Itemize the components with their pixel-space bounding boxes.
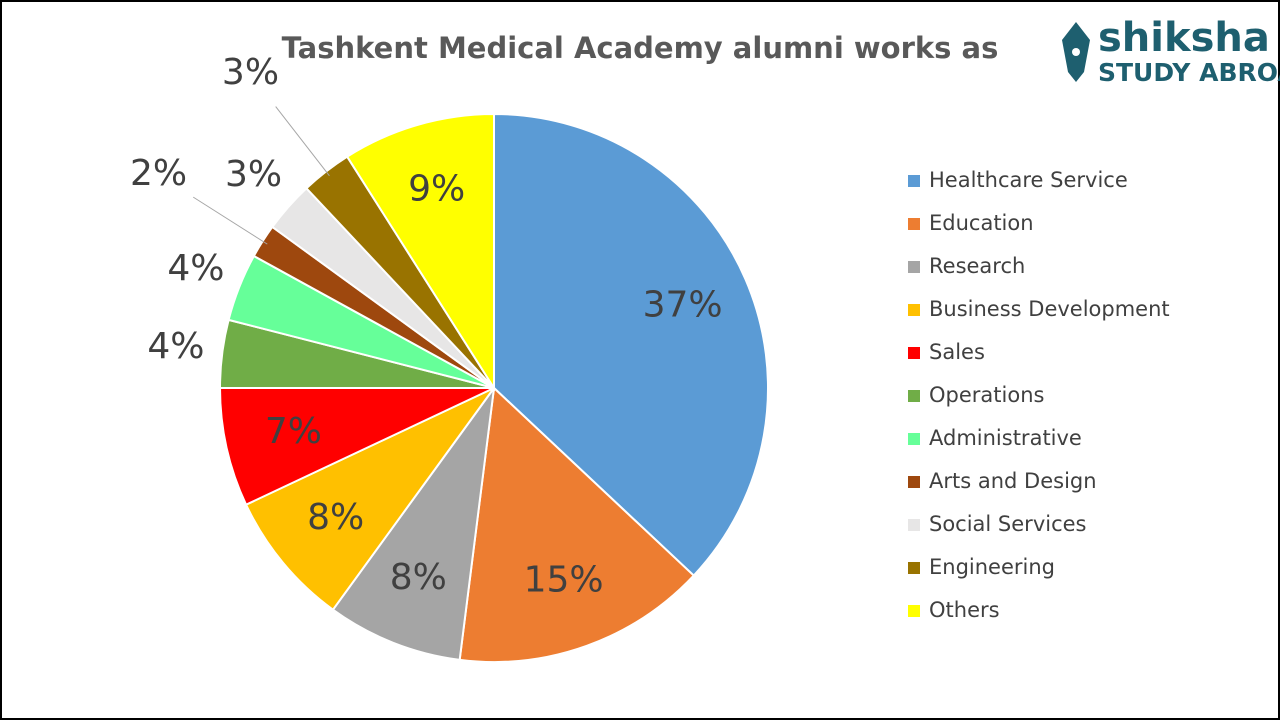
- data-label: 3%: [225, 154, 282, 195]
- legend-swatch: [908, 605, 920, 617]
- pie-slice: [493, 112, 769, 577]
- legend-swatch: [908, 433, 920, 445]
- legend-swatch: [908, 175, 920, 187]
- data-label: 7%: [265, 411, 322, 452]
- data-label: 8%: [307, 497, 364, 538]
- legend-label: Business Development: [929, 297, 1170, 321]
- chart-title: Tashkent Medical Academy alumni works as: [282, 31, 999, 65]
- leader-line: [192, 196, 268, 245]
- data-label: 37%: [643, 284, 723, 325]
- legend-swatch: [908, 347, 920, 359]
- legend-label: Others: [929, 598, 1000, 622]
- legend-swatch: [908, 304, 920, 316]
- legend-label: Education: [929, 211, 1034, 235]
- data-label: 8%: [390, 557, 447, 598]
- legend-swatch: [908, 261, 920, 273]
- legend-swatch: [908, 476, 920, 488]
- pie-slice: [458, 385, 696, 663]
- pie-slice: [218, 387, 495, 506]
- data-label: 3%: [222, 52, 279, 93]
- legend-label: Arts and Design: [929, 469, 1097, 493]
- pie-slice: [244, 387, 495, 612]
- pie-slice: [331, 387, 495, 661]
- logo: shiksha STUDY ABROAD: [1062, 15, 1280, 87]
- legend-label: Research: [929, 254, 1025, 278]
- legend-label: Sales: [929, 340, 985, 364]
- legend-label: Administrative: [929, 426, 1082, 450]
- legend-label: Social Services: [929, 512, 1087, 536]
- legend-swatch: [908, 562, 920, 574]
- logo-tagline: STUDY ABROAD: [1098, 58, 1280, 87]
- pie-slice: [345, 112, 495, 392]
- legend-swatch: [908, 519, 920, 531]
- logo-icon-hole: [1072, 48, 1080, 56]
- logo-name: shiksha: [1098, 15, 1270, 61]
- legend-label: Healthcare Service: [929, 168, 1128, 192]
- data-label: 4%: [167, 248, 224, 289]
- legend-label: Engineering: [929, 555, 1055, 579]
- data-label: 15%: [524, 559, 604, 600]
- leader-line: [275, 106, 330, 177]
- legend-swatch: [908, 390, 920, 402]
- legend-swatch: [908, 218, 920, 230]
- data-label: 4%: [147, 326, 204, 367]
- legend-label: Operations: [929, 383, 1044, 407]
- data-label: 2%: [130, 153, 187, 194]
- data-label: 9%: [408, 169, 465, 210]
